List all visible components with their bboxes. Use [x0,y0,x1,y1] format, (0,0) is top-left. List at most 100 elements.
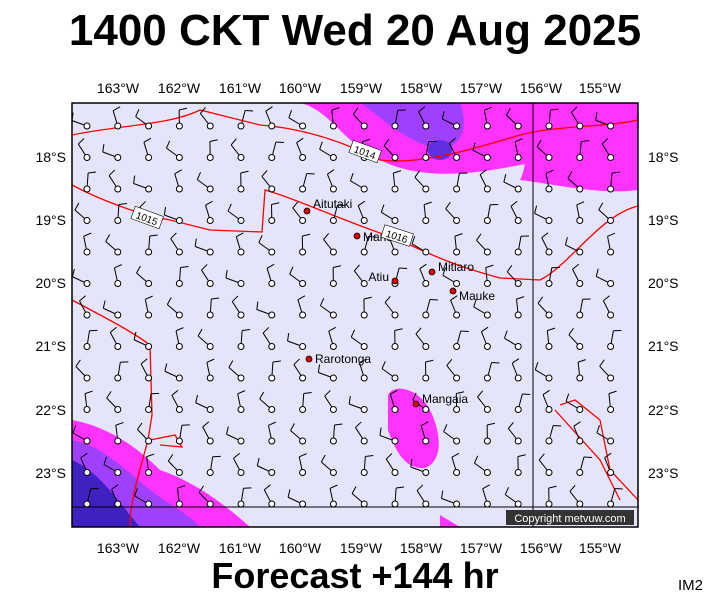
barb-station [454,407,460,413]
longitude-label: 162°W [158,540,201,556]
barb-station [269,407,275,413]
barb-station [330,407,336,413]
barb-station [361,312,367,318]
barb-station [146,155,152,161]
barb-station [577,312,583,318]
barb-station [146,186,152,192]
barb-station [423,123,429,129]
barb-station [300,123,306,129]
barb-station [392,218,398,224]
barb-station [115,123,121,129]
barb-station [454,218,460,224]
place-name: Mauke [459,289,495,303]
place-name: Mitiaro [438,260,474,274]
barb-station [300,470,306,476]
barb-station [269,155,275,161]
barb-station [238,438,244,444]
barb-station [454,501,460,507]
barb-station [515,218,521,224]
barb-station [330,249,336,255]
barb-station [238,186,244,192]
barb-station [300,344,306,350]
longitude-label: 160°W [279,540,322,556]
barb-station [577,470,583,476]
latitude-label: 20°S [648,275,679,291]
barb-station [392,249,398,255]
barb-station [484,501,490,507]
barb-station [577,375,583,381]
barb-station [207,312,213,318]
barb-station [176,249,182,255]
place-name: Atiu [368,270,389,284]
barb-station [115,186,121,192]
island-marker [413,401,419,407]
barb-station [146,438,152,444]
barb-station [608,470,614,476]
barb-station [238,281,244,287]
barb-station [515,155,521,161]
barb-station [608,344,614,350]
barb-station [176,344,182,350]
barb-station [577,501,583,507]
barb-station [207,407,213,413]
barb-station [176,123,182,129]
barb-station [484,218,490,224]
barb-station [207,218,213,224]
barb-station [423,375,429,381]
barb-station [269,344,275,350]
barb-station [115,281,121,287]
barb-station [238,249,244,255]
place-name: Rarotonga [315,352,371,366]
barb-station [84,312,90,318]
island-marker [304,208,310,214]
barb-station [361,186,367,192]
island-marker [354,233,360,239]
barb-station [146,312,152,318]
barb-station [207,123,213,129]
barb-station [84,123,90,129]
barb-station [146,470,152,476]
barb-station [146,375,152,381]
barb-station [146,407,152,413]
barb-station [207,281,213,287]
longitude-label: 158°W [400,80,443,96]
barb-station [330,375,336,381]
latitude-label: 19°S [648,212,679,228]
barb-station [361,281,367,287]
barb-station [577,438,583,444]
barb-station [546,281,552,287]
barb-station [546,407,552,413]
barb-station [608,407,614,413]
barb-station [269,186,275,192]
barb-station [423,281,429,287]
barb-station [207,344,213,350]
barb-station [361,249,367,255]
barb-station [207,501,213,507]
barb-station [608,438,614,444]
latitude-label: 22°S [35,402,66,418]
barb-station [484,186,490,192]
barb-station [515,123,521,129]
barb-station [330,344,336,350]
barb-station [330,470,336,476]
barb-station [300,312,306,318]
barb-station [176,407,182,413]
barb-station [115,470,121,476]
barb-station [238,407,244,413]
barb-station [577,123,583,129]
barb-station [392,123,398,129]
barb-station [238,218,244,224]
barb-station [146,501,152,507]
barb-station [84,438,90,444]
barb-station [115,155,121,161]
longitude-label: 161°W [219,540,262,556]
barb-station [515,375,521,381]
barb-station [546,218,552,224]
copyright: Copyright metvuw.com [514,513,625,525]
barb-station [84,375,90,381]
barb-station [238,155,244,161]
barb-station [176,186,182,192]
longitude-label: 157°W [460,80,503,96]
barb-station [84,249,90,255]
